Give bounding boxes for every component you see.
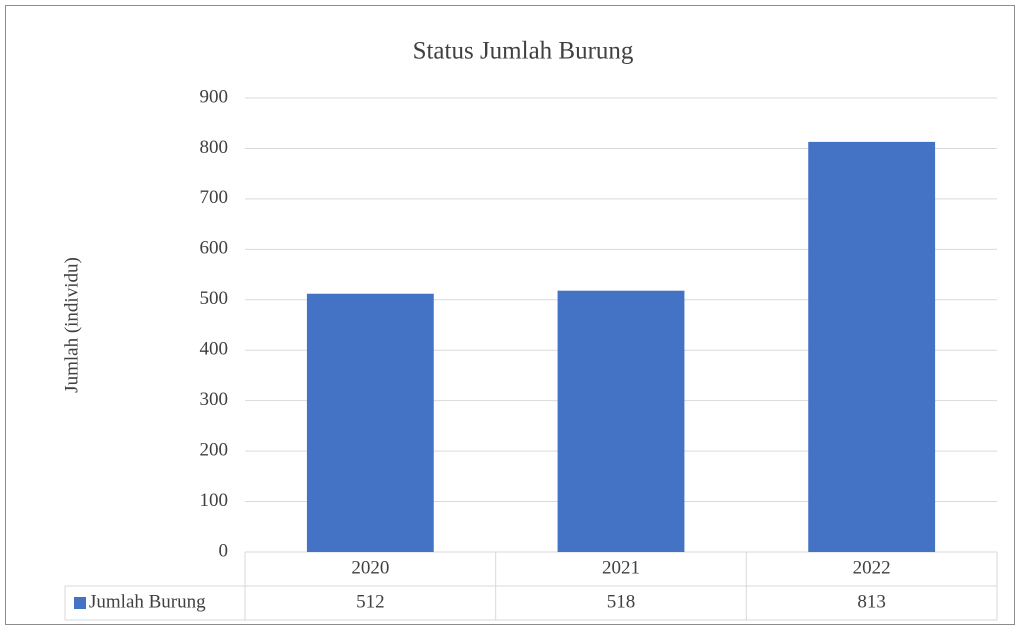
y-tick-label: 200 xyxy=(200,439,229,460)
y-tick-label: 300 xyxy=(200,389,229,410)
chart-title: Status Jumlah Burung xyxy=(413,38,634,65)
legend-label: Jumlah Burung xyxy=(89,591,206,612)
y-tick-label: 100 xyxy=(200,490,229,511)
y-tick-label: 900 xyxy=(200,86,229,107)
x-tick-label: 2021 xyxy=(602,557,640,578)
table-value: 813 xyxy=(857,591,886,612)
x-tick-label: 2020 xyxy=(351,557,389,578)
y-tick-label: 400 xyxy=(200,339,229,360)
table-value: 512 xyxy=(356,591,385,612)
bar xyxy=(557,290,685,552)
x-tick-label: 2022 xyxy=(853,557,891,578)
y-tick-label: 800 xyxy=(200,137,229,158)
table-value: 518 xyxy=(607,591,636,612)
y-tick-label: 700 xyxy=(200,187,229,208)
bar xyxy=(306,293,434,552)
y-tick-label: 500 xyxy=(200,288,229,309)
legend-swatch xyxy=(74,597,86,609)
y-tick-label: 0 xyxy=(219,540,229,561)
bar xyxy=(808,141,936,553)
y-axis-label: Jumlah (individu) xyxy=(61,257,82,393)
y-tick-label: 600 xyxy=(200,238,229,259)
